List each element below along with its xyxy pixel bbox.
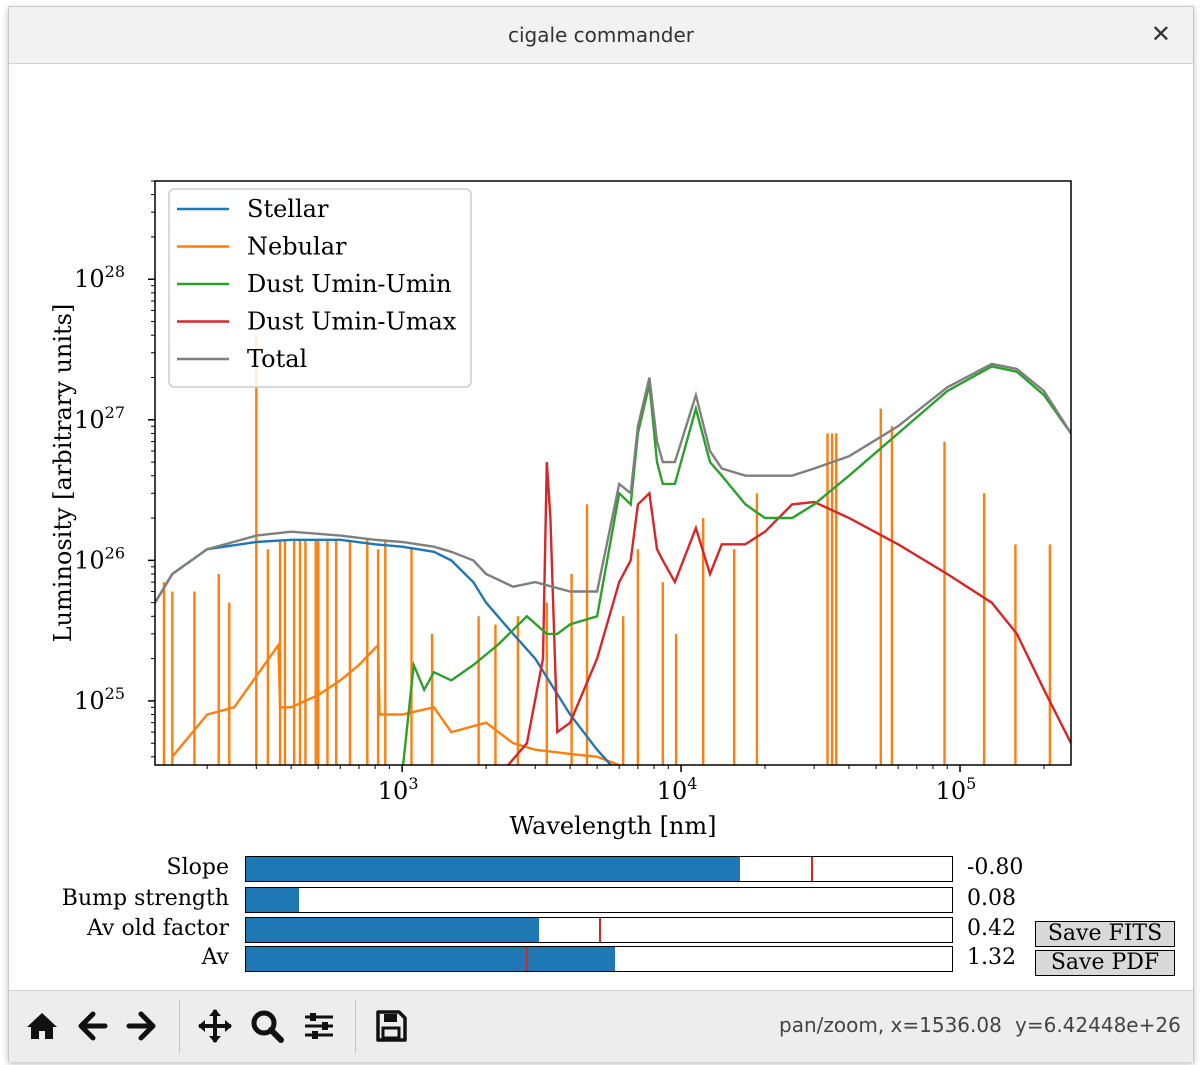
app-window: cigale commander ✕ 103 104 105 1025 1026 1027… [8, 6, 1194, 1062]
slider-av[interactable] [245, 946, 953, 972]
y-tick-label: 1026 [74, 543, 125, 574]
series-line [401, 365, 1071, 765]
slider-initial-marker [810, 857, 813, 881]
status-y-value: y=6.42448e+26 [1015, 1013, 1181, 1037]
slider-label: Av [201, 945, 229, 970]
y-axis-label: Luminosity [arbitrary units] [49, 304, 77, 643]
forward-icon[interactable] [123, 1007, 161, 1045]
slider-label: Slope [166, 855, 229, 880]
slider-initial-marker [599, 918, 601, 942]
slider-value: 0.08 [967, 886, 1016, 911]
legend-frame [168, 188, 472, 388]
legend-entry: Dust Umin-Umin [247, 270, 452, 298]
plot-frame [154, 180, 1072, 766]
save-pdf-button[interactable]: Save PDF [1035, 950, 1175, 976]
slider-fill [246, 947, 616, 971]
series-stellar [155, 538, 613, 765]
legend-entry: Nebular [247, 233, 347, 261]
slider-bump-strength[interactable] [245, 887, 953, 913]
spectrum-chart[interactable]: 103 104 105 1025 1026 1027 1028 Wavelength [nm… [9, 64, 1193, 844]
configure-subplots-icon[interactable] [300, 1007, 338, 1045]
slider-fill [246, 857, 741, 881]
series-dust-umin-umin [401, 365, 1071, 765]
legend-entry: Stellar [247, 195, 329, 223]
slider-value: 0.42 [967, 916, 1016, 941]
slider-label: Av old factor [87, 916, 229, 941]
save-fits-button[interactable]: Save FITS [1035, 921, 1175, 947]
figure-canvas[interactable]: 103 104 105 1025 1026 1027 1028 Wavelength [nm… [9, 64, 1193, 989]
x-tick-label: 105 [936, 774, 977, 805]
x-axis-label: Wavelength [nm] [509, 812, 716, 840]
slider-initial-marker [526, 947, 529, 971]
series-line [171, 641, 620, 765]
slider-slope[interactable] [245, 856, 953, 882]
toolbar-separator [355, 999, 356, 1053]
toolbar-separator [179, 999, 180, 1053]
back-icon[interactable] [73, 1007, 111, 1045]
legend: Stellar Nebular Dust Umin-Umin Dust Umin-Um… [168, 188, 472, 388]
title-bar: cigale commander ✕ [9, 7, 1193, 64]
pan-icon[interactable] [196, 1007, 234, 1045]
window-title: cigale commander [507, 23, 695, 47]
legend-entry: Dust Umin-Umax [247, 308, 457, 336]
slider-label: Bump strength [61, 886, 229, 911]
series-line [155, 362, 1071, 604]
close-icon[interactable]: ✕ [1150, 20, 1171, 48]
status-coordinates: pan/zoom, x=1536.08 [779, 1013, 1002, 1037]
navigation-toolbar: pan/zoom, x=1536.08 y=6.42448e+26 [9, 990, 1193, 1062]
series-dust-umin-umax [507, 462, 1071, 765]
slider-value: -0.80 [967, 855, 1024, 880]
series-line [155, 538, 613, 765]
legend-entry: Total [247, 345, 307, 373]
slider-av-old-factor[interactable] [245, 917, 953, 943]
series-line [507, 462, 1071, 765]
slider-fill [246, 888, 299, 912]
slider-fill [246, 918, 539, 942]
zoom-icon[interactable] [248, 1007, 286, 1045]
x-tick-label: 103 [378, 774, 419, 805]
slider-value: 1.32 [967, 945, 1016, 970]
y-tick-label: 1028 [74, 262, 125, 293]
y-tick-label: 1027 [74, 403, 125, 434]
x-tick-label: 104 [657, 774, 698, 805]
series-total [155, 362, 1071, 604]
home-icon[interactable] [23, 1007, 61, 1045]
y-tick-label: 1025 [74, 684, 125, 715]
series-nebular [162, 335, 1052, 765]
save-icon[interactable] [372, 1007, 410, 1045]
